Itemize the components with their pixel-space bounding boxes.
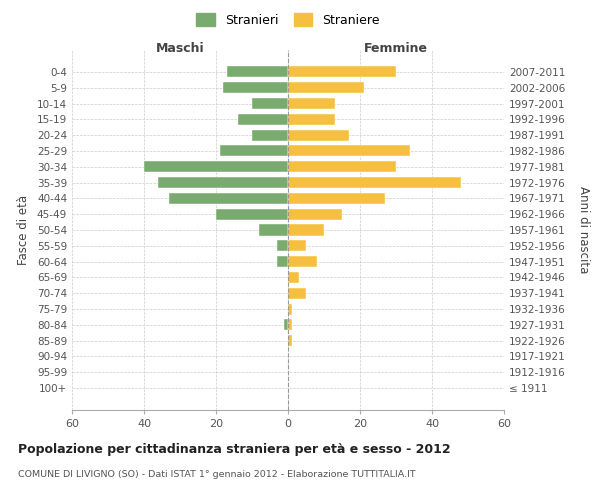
Bar: [238, 114, 288, 125]
Bar: [220, 146, 288, 156]
Bar: [288, 256, 317, 267]
Bar: [288, 114, 335, 125]
Text: Femmine: Femmine: [364, 42, 428, 54]
Bar: [252, 130, 288, 140]
Bar: [288, 335, 292, 346]
Bar: [288, 66, 396, 78]
Bar: [288, 146, 410, 156]
Bar: [288, 177, 461, 188]
Bar: [288, 224, 324, 235]
Y-axis label: Fasce di età: Fasce di età: [17, 195, 30, 265]
Bar: [252, 98, 288, 109]
Bar: [158, 177, 288, 188]
Text: Popolazione per cittadinanza straniera per età e sesso - 2012: Popolazione per cittadinanza straniera p…: [18, 442, 451, 456]
Bar: [227, 66, 288, 78]
Bar: [288, 240, 306, 252]
Bar: [169, 193, 288, 204]
Bar: [288, 130, 349, 140]
Bar: [288, 98, 335, 109]
Legend: Stranieri, Straniere: Stranieri, Straniere: [193, 10, 383, 30]
Bar: [288, 193, 385, 204]
Bar: [288, 304, 292, 314]
Text: Maschi: Maschi: [155, 42, 205, 54]
Bar: [288, 272, 299, 283]
Bar: [288, 161, 396, 172]
Bar: [288, 82, 364, 93]
Bar: [288, 208, 342, 220]
Text: COMUNE DI LIVIGNO (SO) - Dati ISTAT 1° gennaio 2012 - Elaborazione TUTTITALIA.IT: COMUNE DI LIVIGNO (SO) - Dati ISTAT 1° g…: [18, 470, 416, 479]
Bar: [223, 82, 288, 93]
Bar: [144, 161, 288, 172]
Bar: [288, 288, 306, 299]
Bar: [277, 256, 288, 267]
Y-axis label: Anni di nascita: Anni di nascita: [577, 186, 590, 274]
Bar: [259, 224, 288, 235]
Bar: [277, 240, 288, 252]
Bar: [216, 208, 288, 220]
Bar: [284, 320, 288, 330]
Bar: [288, 320, 292, 330]
